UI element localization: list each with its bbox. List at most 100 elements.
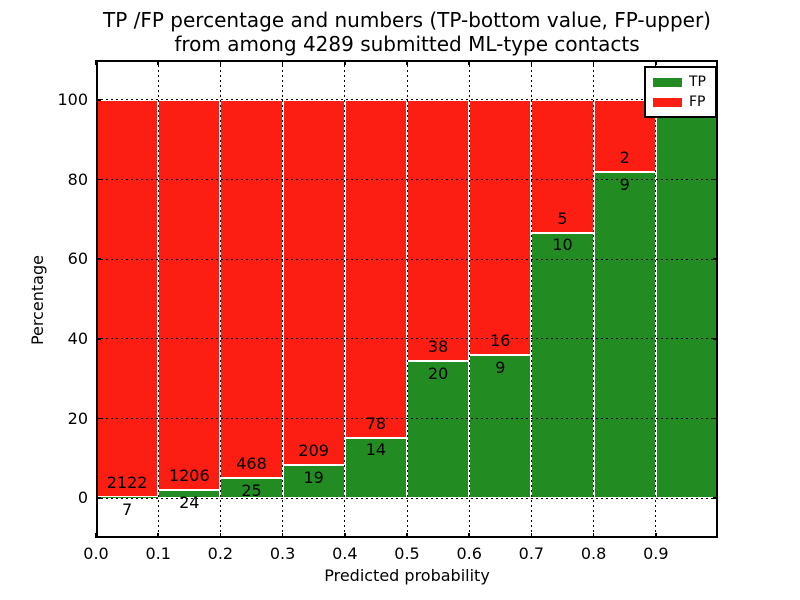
bar-label-tp: 24 <box>179 493 200 513</box>
bar-segment-tp <box>593 172 656 499</box>
bar-segment-tp <box>282 464 345 499</box>
bar-label-fp: 468 <box>236 454 267 474</box>
bar-label-fp: 2122 <box>106 472 148 492</box>
bar-segment-fp <box>407 99 470 361</box>
x-tick-top <box>592 60 595 65</box>
x-tick-label: 0.0 <box>83 544 109 563</box>
x-gridline <box>157 60 159 538</box>
bar-label-tp: 7 <box>122 499 133 519</box>
x-gridline <box>655 60 657 538</box>
x-tick-top <box>468 60 470 65</box>
x-tick-label: 0.6 <box>456 544 482 563</box>
bar-label-fp: 1206 <box>168 466 210 486</box>
x-gridline <box>406 60 408 538</box>
x-tick-label: 0.7 <box>518 544 545 563</box>
y-tick-right <box>713 178 718 181</box>
bar-label-fp: 16 <box>490 330 511 350</box>
chart-title-line1: TP /FP percentage and numbers (TP-bottom… <box>103 8 711 32</box>
legend-entry-fp: FP <box>653 93 709 111</box>
x-tick <box>655 533 657 538</box>
x-gridline <box>530 60 532 538</box>
x-gridline <box>219 60 221 538</box>
legend-label-fp: FP <box>689 94 706 110</box>
x-tick <box>406 533 408 538</box>
x-tick <box>219 533 222 538</box>
bar-label-tp: 19 <box>303 467 324 487</box>
bar-label-fp: 209 <box>298 441 329 461</box>
legend-swatch-fp <box>653 97 682 107</box>
y-tick-label: 100 <box>57 89 88 109</box>
y-tick <box>96 258 101 260</box>
bar-label-tp: 9 <box>619 175 630 194</box>
y-tick-right <box>713 258 718 260</box>
y-tick <box>96 338 101 340</box>
bar-segment-tp <box>96 496 159 499</box>
x-tick <box>592 533 595 538</box>
x-tick-top <box>219 60 222 65</box>
x-tick-label: 0.5 <box>394 544 420 563</box>
x-gridline <box>593 60 595 538</box>
x-tick <box>344 533 346 538</box>
y-tick-label: 60 <box>67 249 88 269</box>
bar-segment-tp <box>531 232 594 499</box>
bar-label-tp: 25 <box>241 480 262 500</box>
bar-label-fp: 2 <box>619 148 630 168</box>
bar-segment-fp <box>220 99 283 478</box>
x-tick-top <box>344 60 346 65</box>
x-tick <box>281 533 284 538</box>
x-gridline <box>282 60 284 538</box>
y-tick-right <box>713 497 718 499</box>
x-tick-top <box>406 60 408 65</box>
bar-label-fp: 5 <box>557 208 568 228</box>
y-tick-label: 40 <box>67 328 88 348</box>
bar-segment-fp <box>96 99 159 497</box>
bar-label-fp: 78 <box>365 413 387 433</box>
x-tick-label: 0.4 <box>332 544 358 563</box>
bar-label-fp: 38 <box>427 336 449 356</box>
bar-segment-tp <box>344 437 407 499</box>
bar-segment-fp <box>282 99 345 465</box>
x-gridline <box>344 60 346 538</box>
legend-entry-tp: TP <box>653 73 709 91</box>
x-tick <box>468 533 470 538</box>
bar-label-tp: 10 <box>552 235 573 255</box>
bar-segment-fp <box>344 99 407 438</box>
x-tick-top <box>655 60 657 65</box>
legend: TP FP <box>644 66 717 118</box>
x-tick <box>95 533 97 538</box>
bar-label-tp: 20 <box>427 363 449 383</box>
bar-segment-tp <box>407 360 470 499</box>
y-tick <box>96 99 101 101</box>
bar-segment-tp <box>655 99 718 499</box>
x-tick <box>157 533 159 538</box>
chart-title-line2: from among 4289 submitted ML-type contac… <box>174 32 640 56</box>
bar-segment-fp <box>469 99 532 355</box>
x-axis-label: Predicted probability <box>324 566 490 585</box>
y-tick-label: 80 <box>67 169 88 189</box>
bar-segment-fp <box>158 99 221 491</box>
x-gridline <box>468 60 470 538</box>
y-tick-label: 0 <box>77 488 88 508</box>
x-tick-label: 0.1 <box>145 544 171 563</box>
bar-segment-fp <box>531 99 594 233</box>
chart-title: TP /FP percentage and numbers (TP-bottom… <box>96 8 718 56</box>
bar-segment-tp <box>220 477 283 499</box>
x-tick-top <box>157 60 159 65</box>
y-tick-right <box>713 338 718 340</box>
legend-swatch-tp <box>653 77 682 87</box>
y-tick <box>96 497 101 499</box>
plot-area: 212271206244682520919781438201695102908 <box>95 60 718 538</box>
bar-label-tp: 9 <box>495 357 506 377</box>
x-tick-label: 0.3 <box>269 544 296 563</box>
x-tick-top <box>95 60 97 65</box>
legend-label-tp: TP <box>689 74 706 90</box>
x-tick <box>530 533 533 538</box>
bar-segment-tp <box>469 354 532 499</box>
x-tick-label: 0.8 <box>580 544 607 563</box>
x-tick-label: 0.2 <box>207 544 234 563</box>
y-tick-right <box>713 417 718 420</box>
x-tick-top <box>281 60 284 65</box>
bar-label-tp: 14 <box>365 440 387 460</box>
y-tick-label: 20 <box>67 408 88 428</box>
